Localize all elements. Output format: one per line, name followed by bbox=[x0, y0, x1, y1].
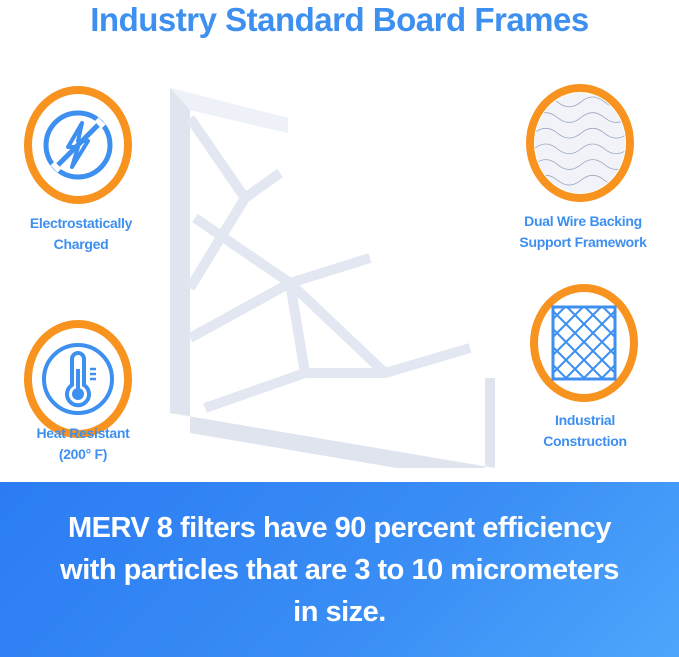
feature-label-industrial: Industrial Construction bbox=[505, 410, 665, 452]
feature-badge-industrial bbox=[530, 284, 638, 402]
info-banner: MERV 8 filters have 90 percent efficienc… bbox=[0, 482, 679, 657]
feature-label-electrostatic: Electrostatically Charged bbox=[1, 213, 161, 255]
label-line: (200° F) bbox=[58, 446, 108, 462]
label-line: Charged bbox=[53, 236, 109, 252]
page-title: Industry Standard Board Frames bbox=[90, 1, 589, 38]
label-line: Support Framework bbox=[519, 234, 647, 250]
label-line: Construction bbox=[543, 433, 627, 449]
wire-mesh-photo bbox=[534, 93, 626, 193]
label-line: Heat Resistant bbox=[36, 425, 130, 441]
label-line: Electrostatically bbox=[29, 215, 133, 231]
feature-badge-wire bbox=[526, 84, 634, 202]
filter-illustration: (function(){ var g=document.getElementBy… bbox=[170, 88, 495, 468]
feature-badge-heat bbox=[24, 320, 132, 438]
label-line: Dual Wire Backing bbox=[524, 213, 642, 229]
feature-badge-electrostatic bbox=[24, 86, 132, 204]
no-electricity-icon bbox=[43, 110, 113, 180]
feature-label-heat: Heat Resistant (200° F) bbox=[3, 423, 163, 465]
thermometer-icon bbox=[42, 343, 114, 415]
banner-text: MERV 8 filters have 90 percent efficienc… bbox=[60, 511, 619, 628]
label-line: Industrial bbox=[554, 412, 615, 428]
feature-label-wire: Dual Wire Backing Support Framework bbox=[503, 211, 663, 253]
grid-frame-icon bbox=[551, 305, 617, 381]
